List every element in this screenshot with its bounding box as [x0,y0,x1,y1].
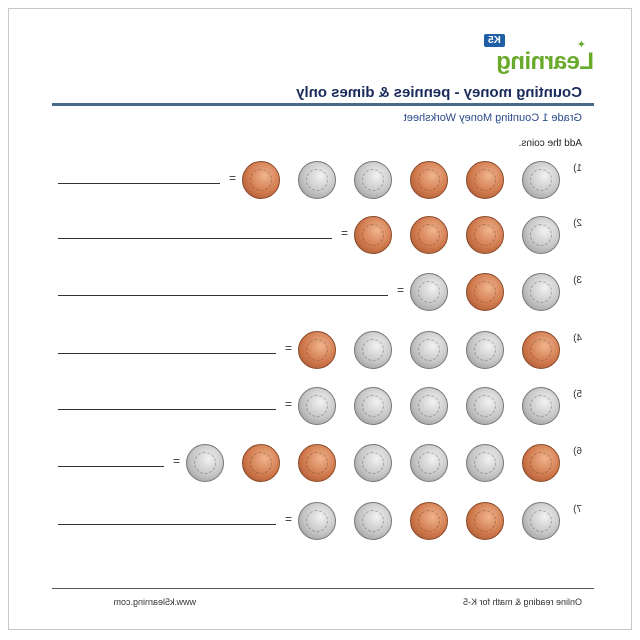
answer-line[interactable] [58,183,220,184]
dime-coin-icon [410,387,448,425]
problem-row: 4) = [0,331,640,371]
problem-row: 2) = [0,216,640,256]
dime-coin-icon [354,502,392,540]
footer-divider [52,588,594,589]
problem-row: 1) = [0,161,640,201]
dime-coin-icon [298,387,336,425]
penny-coin-icon [242,444,280,482]
penny-coin-icon [466,216,504,254]
problem-number: 2) [573,218,582,229]
equals-sign: = [340,226,348,240]
problem-number: 5) [573,389,582,400]
dime-coin-icon [354,387,392,425]
footer-tagline: Online reading & math for K-5 [462,597,582,607]
penny-coin-icon [466,273,504,311]
instruction-text: Add the coins. [518,138,582,149]
penny-coin-icon [298,444,336,482]
equals-sign: = [284,397,292,411]
penny-coin-icon [522,331,560,369]
problem-number: 4) [573,333,582,344]
problem-row: 3) = [0,273,640,313]
dime-coin-icon [466,444,504,482]
dime-coin-icon [354,444,392,482]
dime-coin-icon [410,444,448,482]
problem-number: 7) [573,504,582,515]
answer-line[interactable] [58,524,276,525]
answer-line[interactable] [58,409,276,410]
equals-sign: = [284,341,292,355]
page-border [8,8,632,630]
dime-coin-icon [522,502,560,540]
problem-row: 7) = [0,502,640,542]
equals-sign: = [396,283,404,297]
answer-line[interactable] [58,238,332,239]
penny-coin-icon [354,216,392,254]
dime-coin-icon [298,502,336,540]
logo-text: Learning [496,48,594,75]
dime-coin-icon [410,331,448,369]
penny-coin-icon [410,161,448,199]
logo-badge: K5 [484,34,505,47]
problem-row: 5) = [0,387,640,427]
equals-sign: = [172,454,180,468]
dime-coin-icon [466,331,504,369]
worksheet-subtitle: Grade 1 Counting Money Worksheet [403,112,582,124]
dime-coin-icon [410,273,448,311]
problem-number: 3) [573,275,582,286]
dime-coin-icon [186,444,224,482]
dime-coin-icon [522,387,560,425]
dime-coin-icon [354,161,392,199]
answer-line[interactable] [58,295,388,296]
penny-coin-icon [298,331,336,369]
penny-coin-icon [410,216,448,254]
dime-coin-icon [466,387,504,425]
problem-number: 1) [573,163,582,174]
penny-coin-icon [522,444,560,482]
problem-row: 6) = [0,444,640,484]
dime-coin-icon [298,161,336,199]
answer-line[interactable] [58,466,164,467]
equals-sign: = [284,512,292,526]
problem-number: 6) [573,446,582,457]
penny-coin-icon [466,161,504,199]
k5-learning-logo: ✦ K5 Learning [484,34,594,75]
dime-coin-icon [354,331,392,369]
penny-coin-icon [466,502,504,540]
footer-url: www.k5learning.com [113,597,196,607]
dime-coin-icon [522,273,560,311]
title-divider [52,103,594,106]
equals-sign: = [228,171,236,185]
page-title: Counting money - pennies & dimes only [296,84,582,101]
penny-coin-icon [410,502,448,540]
answer-line[interactable] [58,353,276,354]
penny-coin-icon [242,161,280,199]
dime-coin-icon [522,216,560,254]
dime-coin-icon [522,161,560,199]
